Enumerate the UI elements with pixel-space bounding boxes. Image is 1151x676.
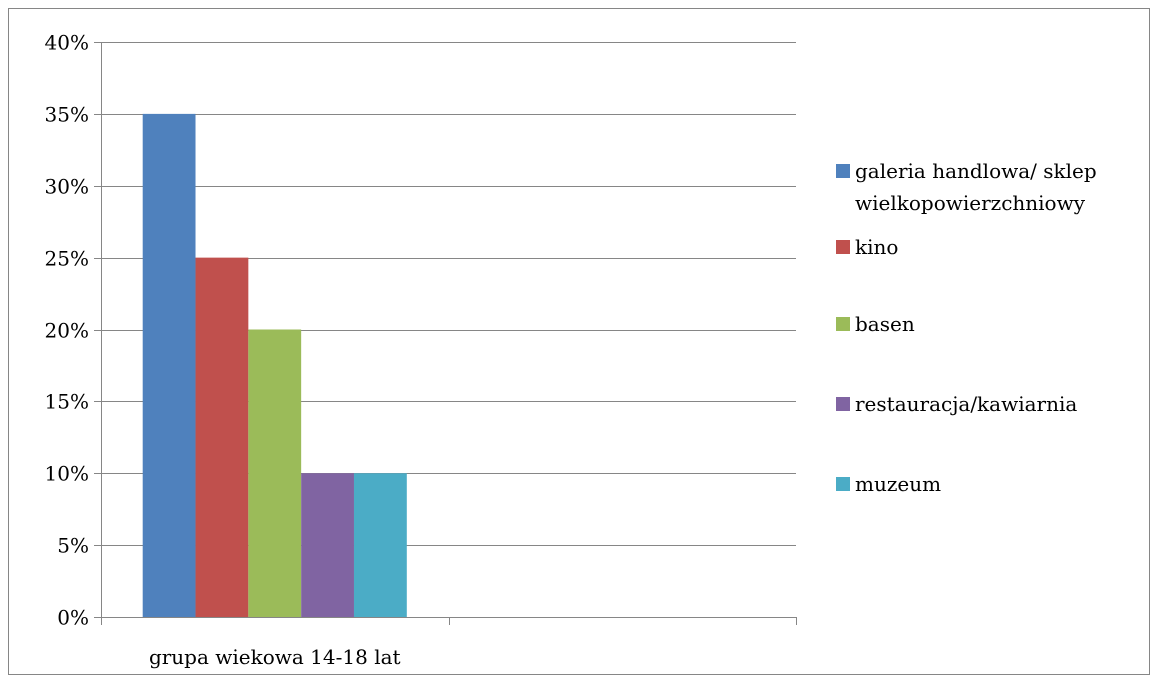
legend-label: restauracja/kawiarnia xyxy=(855,392,1077,416)
legend-label: basen xyxy=(855,312,915,336)
legend-label: galeria handlowa/ sklep xyxy=(855,159,1097,183)
axes xyxy=(94,42,797,625)
bars xyxy=(142,113,407,618)
x-category-labels: grupa wiekowa 14-18 lat xyxy=(149,645,401,669)
bar-3 xyxy=(301,473,354,617)
x-category-label: grupa wiekowa 14-18 lat xyxy=(149,645,401,669)
y-tick-label: 20% xyxy=(45,319,89,343)
y-tick-label: 15% xyxy=(45,390,89,414)
legend-label: kino xyxy=(855,235,898,259)
legend-swatch xyxy=(836,397,850,411)
bar-1 xyxy=(195,257,249,618)
y-tick-label: 30% xyxy=(45,175,89,199)
y-tick-label: 0% xyxy=(57,606,89,630)
bar-4 xyxy=(353,473,407,617)
legend-label: muzeum xyxy=(855,472,941,496)
chart-border xyxy=(8,8,1150,675)
bar-2 xyxy=(248,329,302,617)
legend: galeria handlowa/ sklep wielkopowierzchni… xyxy=(836,159,1097,496)
legend-swatch xyxy=(836,240,850,254)
y-tick-label: 25% xyxy=(45,247,89,271)
bar-0 xyxy=(142,113,196,617)
legend-swatch xyxy=(836,477,850,491)
legend-swatch xyxy=(836,164,850,178)
y-tick-label: 5% xyxy=(57,534,89,558)
y-tick-label: 10% xyxy=(45,462,89,486)
legend-swatch xyxy=(836,317,850,331)
y-tick-label: 35% xyxy=(45,103,89,127)
y-tick-labels: 0% 5% 10% 15% 20% 25% 30% 35% 40% xyxy=(45,31,89,630)
y-tick-label: 40% xyxy=(45,31,89,55)
legend-label: wielkopowierzchniowy xyxy=(855,191,1086,215)
